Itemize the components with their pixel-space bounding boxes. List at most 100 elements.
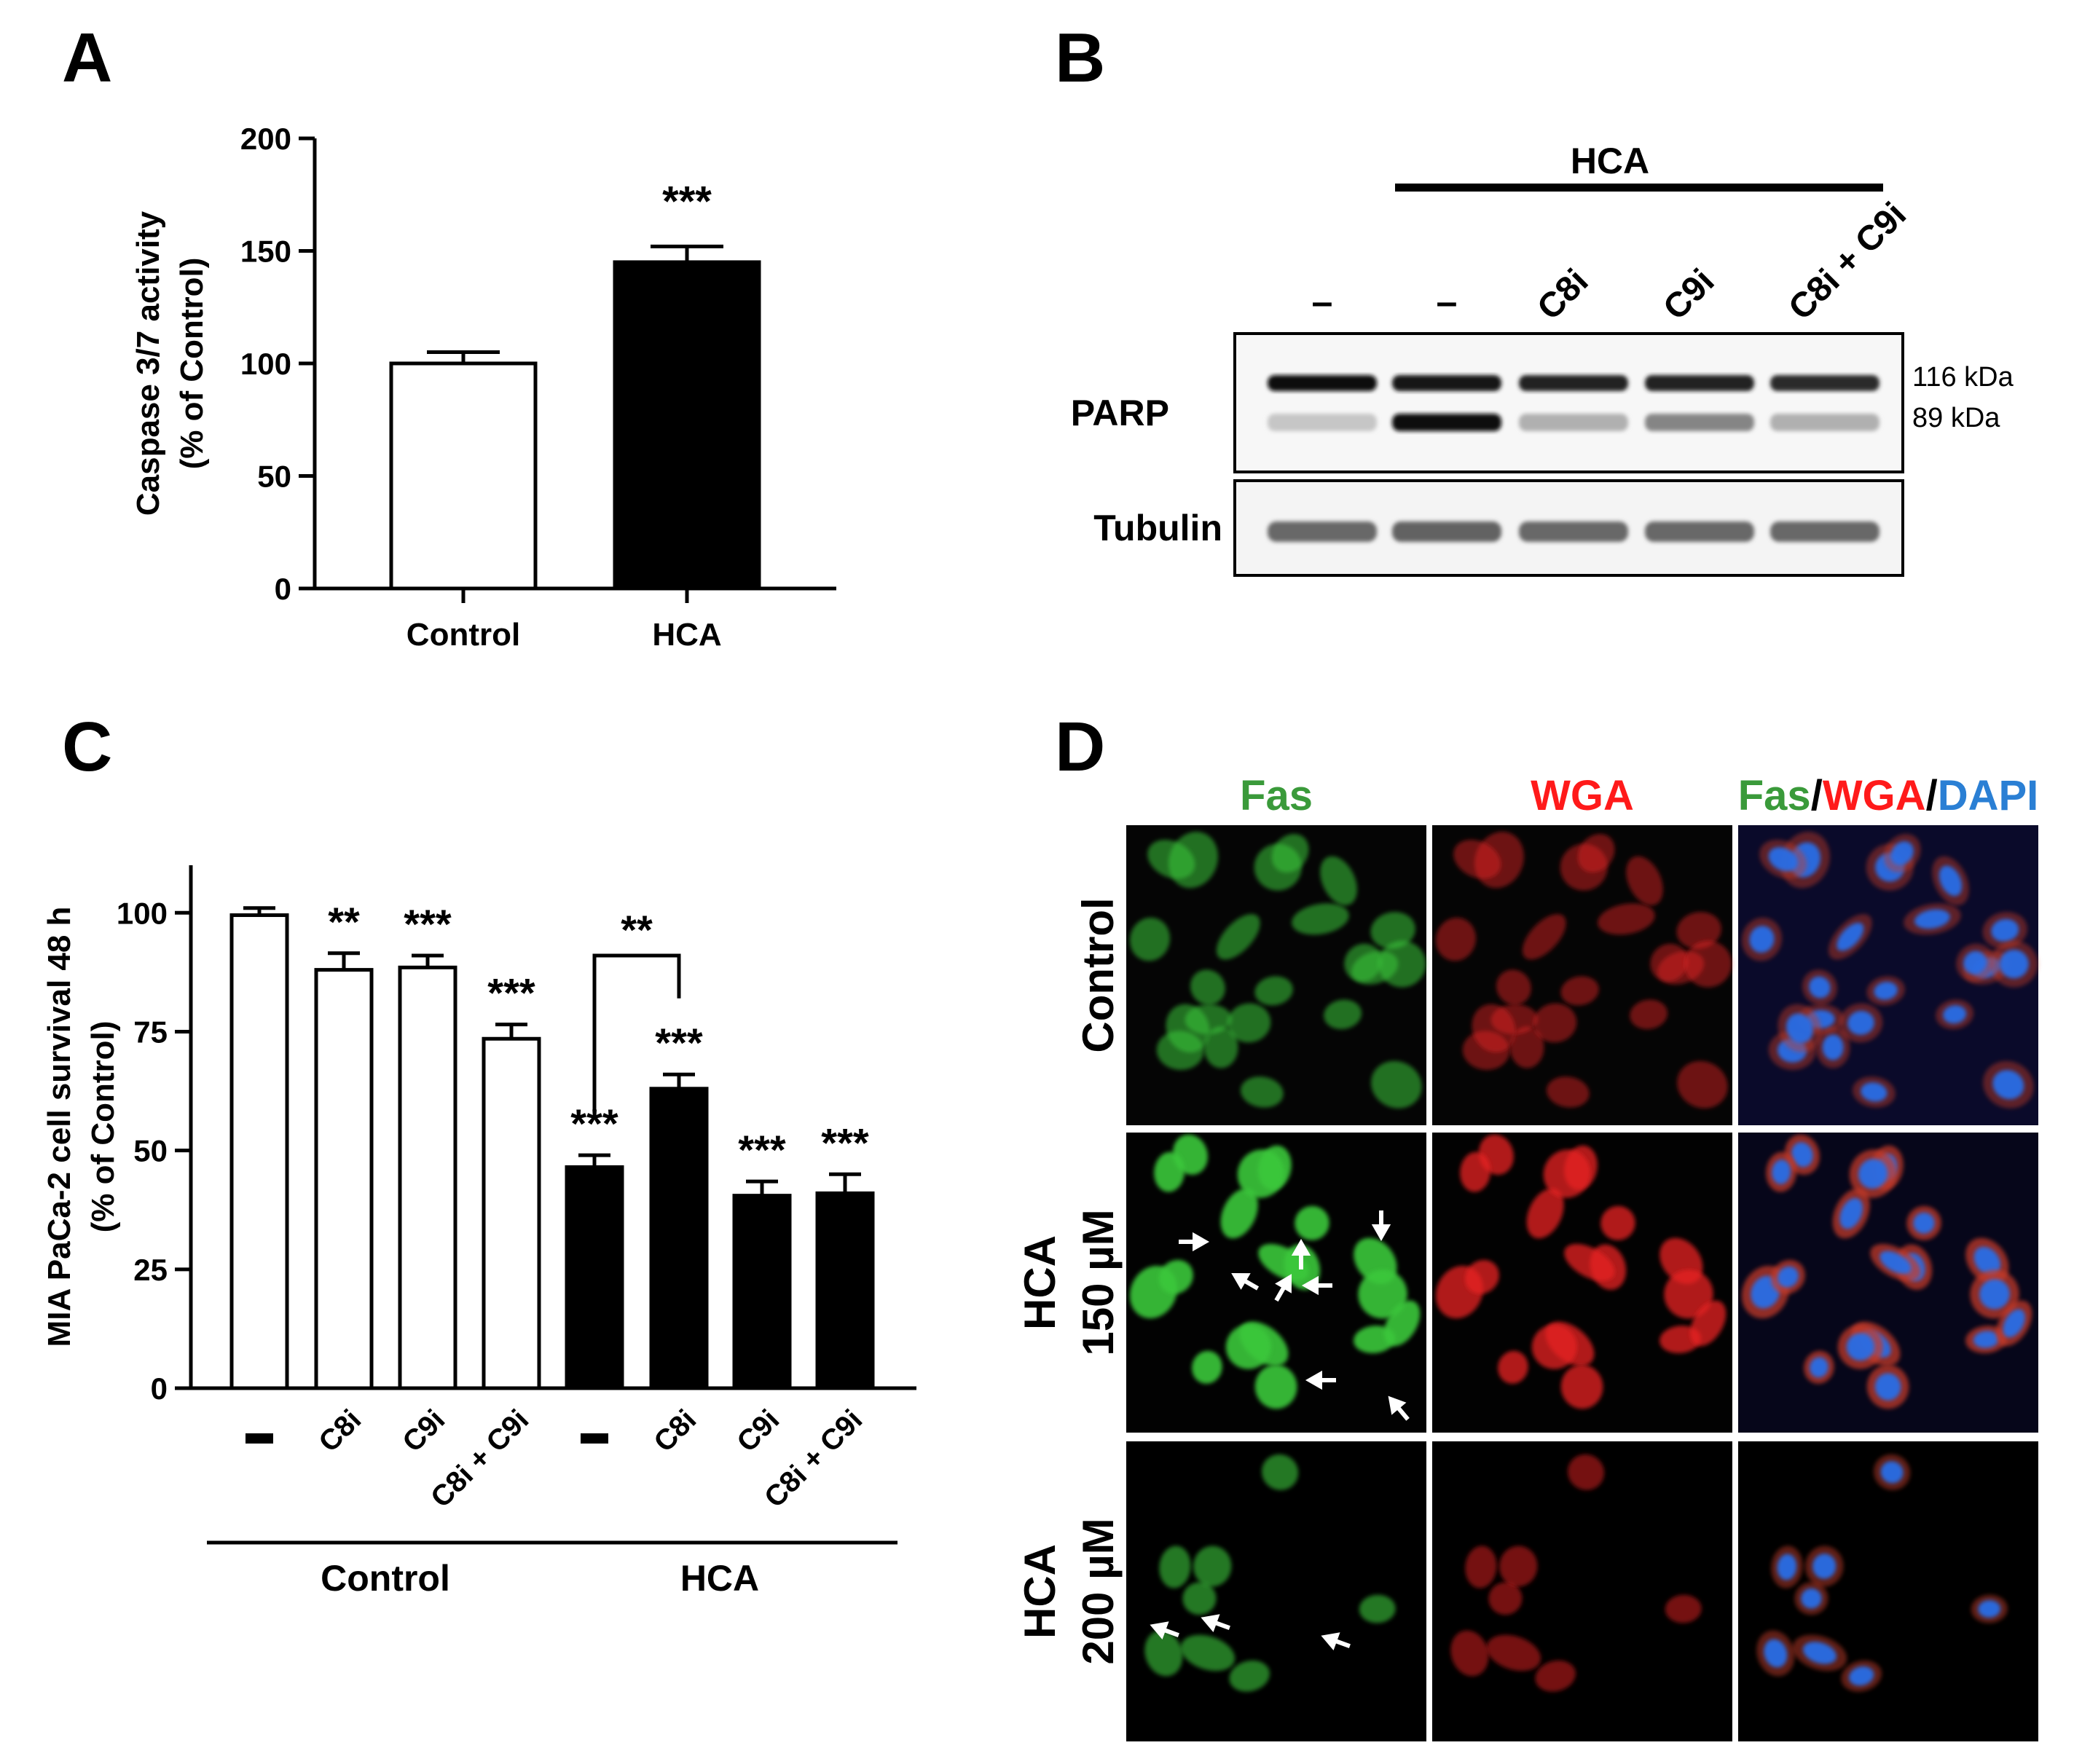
dapi-nucleus [1837, 922, 1864, 951]
wga-stained-cell [1650, 943, 1688, 982]
fas-stained-cell [1227, 1003, 1271, 1043]
parp-band-89 [1519, 414, 1628, 431]
dapi-nucleus [1943, 1005, 1967, 1024]
parp-band-116 [1392, 375, 1501, 391]
y-axis-label-units: (% of Control) [174, 258, 210, 470]
fas-stained-cell [1193, 1546, 1232, 1587]
fas-stained-cell [1182, 1582, 1217, 1615]
white-arrow [1201, 1614, 1230, 1633]
row-label-concentration: 200 µM [1074, 1518, 1123, 1664]
tubulin-band [1645, 521, 1754, 542]
dapi-nucleus [1848, 1666, 1874, 1686]
dapi-nucleus [1914, 909, 1950, 929]
parp-band-89 [1392, 414, 1501, 431]
fas-stained-cell [1203, 1026, 1238, 1068]
column-header: Fas/WGA/DAPI [1738, 772, 2039, 819]
y-tick-label: 25 [133, 1253, 168, 1287]
fas-stained-cell [1258, 1243, 1309, 1281]
fas-stained-cell [1190, 969, 1225, 1005]
white-arrow [1301, 1275, 1332, 1296]
dapi-nucleus [1801, 1588, 1822, 1609]
lane-label: C8i [1530, 261, 1595, 327]
dapi-nucleus [1786, 1013, 1813, 1044]
marker-label: 89 kDa [1912, 403, 2000, 433]
dapi-nucleus [1764, 1639, 1788, 1668]
column-header: WGA [1531, 772, 1634, 819]
wga-stained-cell [1600, 1205, 1635, 1240]
wga-stained-cell [1568, 1454, 1605, 1490]
chart-a: 0 50 100 150 200 Control HCA *** Caspase 3/7 act… [130, 122, 836, 653]
white-arrow [1150, 1621, 1179, 1640]
wga-stained-cell [1684, 940, 1732, 988]
dapi-nucleus [1874, 1373, 1901, 1401]
hca-header-line [1395, 184, 1883, 192]
bar [229, 913, 289, 1390]
x-category-dash [581, 1433, 608, 1444]
column-header-part: DAPI [1938, 772, 2039, 819]
fas-stained-cell [1254, 976, 1293, 1006]
row-label: Control [1074, 897, 1123, 1052]
parp-band-89 [1268, 414, 1377, 431]
white-arrow [1179, 1232, 1210, 1252]
blot-row-label: PARP [1071, 393, 1169, 433]
wga-stained-cell [1626, 856, 1663, 906]
micrograph-tile [1126, 1441, 1426, 1741]
fas-stained-cell [1158, 1259, 1193, 1294]
lane-label: C9i [1656, 261, 1721, 327]
wga-stained-cell [1496, 969, 1531, 1005]
lane-label: – [1312, 281, 1333, 323]
dapi-nucleus [1992, 1070, 2024, 1100]
fas-stained-cell [1216, 914, 1260, 960]
dapi-nucleus [1913, 1212, 1935, 1234]
wga-stained-cell [1598, 903, 1655, 935]
fas-stained-cell [1254, 1364, 1297, 1409]
dapi-nucleus [1879, 1251, 1912, 1275]
dapi-nucleus [1749, 926, 1775, 953]
bracket-significance-label: ** [621, 907, 653, 953]
white-arrow [1291, 1238, 1311, 1269]
fas-stained-cell [1371, 1060, 1422, 1109]
micrograph-tile [1432, 1441, 1732, 1741]
fas-stained-cell [1383, 1300, 1421, 1347]
column-header-part: WGA [1823, 772, 1926, 819]
fas-stained-cell [1358, 1269, 1407, 1319]
x-category-dash [245, 1433, 273, 1444]
dapi-nucleus [1991, 918, 2019, 942]
wga-stained-cell [1450, 1630, 1489, 1677]
fas-stained-cell [1144, 1630, 1183, 1677]
dapi-nucleus [1812, 1554, 1837, 1579]
wga-stained-cell [1499, 1546, 1538, 1587]
dapi-nucleus [1809, 1357, 1829, 1378]
dapi-nucleus [1874, 981, 1898, 1000]
wga-stained-cell [1689, 1300, 1727, 1347]
parp-band-116 [1519, 375, 1628, 391]
wga-stained-cell [1560, 1364, 1603, 1409]
wga-stained-cell [1664, 1269, 1713, 1319]
bar [314, 968, 374, 1390]
marker-label: 116 kDa [1912, 362, 2014, 393]
fas-stained-cell [1344, 943, 1382, 982]
y-axis-label: Caspase 3/7 activity [130, 210, 166, 516]
dapi-nucleus [1978, 1600, 2001, 1618]
white-arrow [1371, 1210, 1391, 1242]
wga-stained-cell [1522, 914, 1566, 960]
wga-stained-cell [1498, 1350, 1528, 1384]
fas-stained-cell [1159, 1546, 1191, 1588]
lane-label: C8i + C9i [1781, 195, 1914, 328]
y-tick-label: 0 [275, 572, 291, 606]
fas-stained-cell [1147, 839, 1195, 879]
dapi-nucleus [1999, 949, 2029, 979]
panel-letter-a: A [62, 19, 112, 97]
dapi-nucleus [1880, 1461, 1904, 1484]
column-header-part: Fas [1738, 772, 1811, 819]
wga-stained-cell [1577, 833, 1615, 873]
significance-label: *** [487, 970, 535, 1016]
row-label: HCA [1016, 1235, 1064, 1330]
dapi-nucleus [1802, 1642, 1837, 1664]
wga-stained-cell [1564, 1243, 1615, 1281]
wga-stained-cell [1435, 917, 1477, 961]
dapi-nucleus [1777, 1266, 1799, 1288]
fas-stained-cell [1320, 856, 1357, 906]
tubulin-band [1268, 521, 1377, 542]
